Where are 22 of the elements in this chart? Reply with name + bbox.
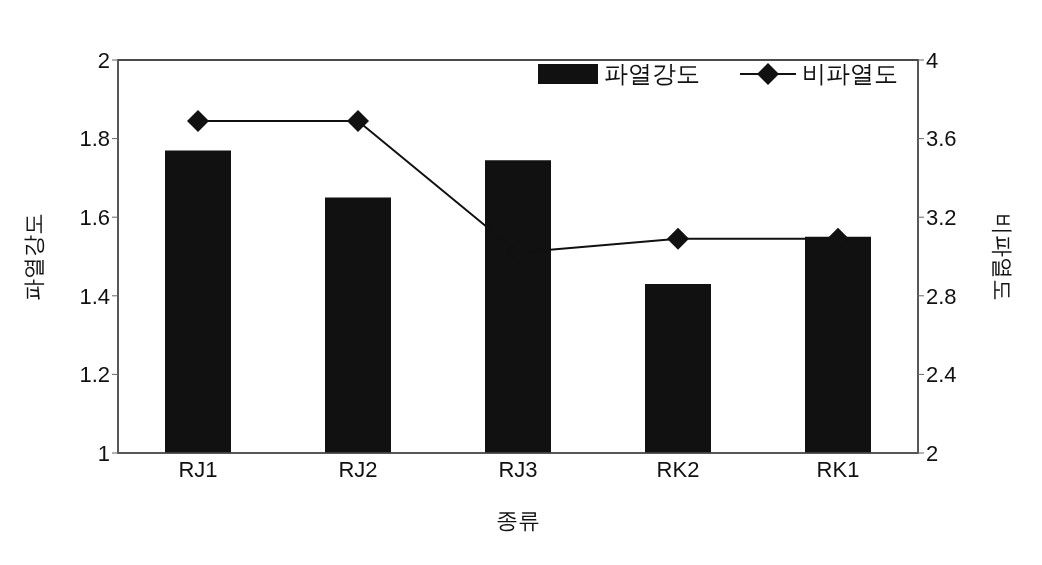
- y-tick-label: 1.8: [79, 126, 110, 152]
- y2-axis-title: 비파열도: [990, 212, 1016, 301]
- x-tick-label: RK2: [656, 456, 700, 482]
- x-tick-label: RJ3: [498, 456, 538, 482]
- y-tick-label: 1.6: [79, 205, 110, 231]
- y-tick-label: 2: [97, 47, 110, 73]
- legend-label: 파열강도: [603, 59, 700, 89]
- y2-tick-label: 2.4: [926, 362, 957, 388]
- x-tick-label: RJ2: [338, 456, 378, 482]
- y-tick-label: 1.4: [79, 283, 110, 309]
- y-tick-label: 1.2: [79, 362, 110, 388]
- y2-tick-label: 2.8: [926, 283, 957, 309]
- legend-label: 비파열도: [801, 59, 898, 89]
- x-tick-label: RK1: [816, 456, 860, 482]
- x-tick-label: RJ1: [178, 456, 218, 482]
- y-axis-title: 파열강도: [20, 212, 46, 301]
- y2-tick-label: 3.6: [926, 126, 957, 152]
- x-axis-title: 종류: [496, 508, 540, 533]
- y2-tick-label: 2: [926, 440, 939, 466]
- y2-tick-label: 4: [926, 47, 939, 73]
- y-tick-label: 1: [97, 440, 110, 466]
- y2-tick-label: 3.2: [926, 205, 957, 231]
